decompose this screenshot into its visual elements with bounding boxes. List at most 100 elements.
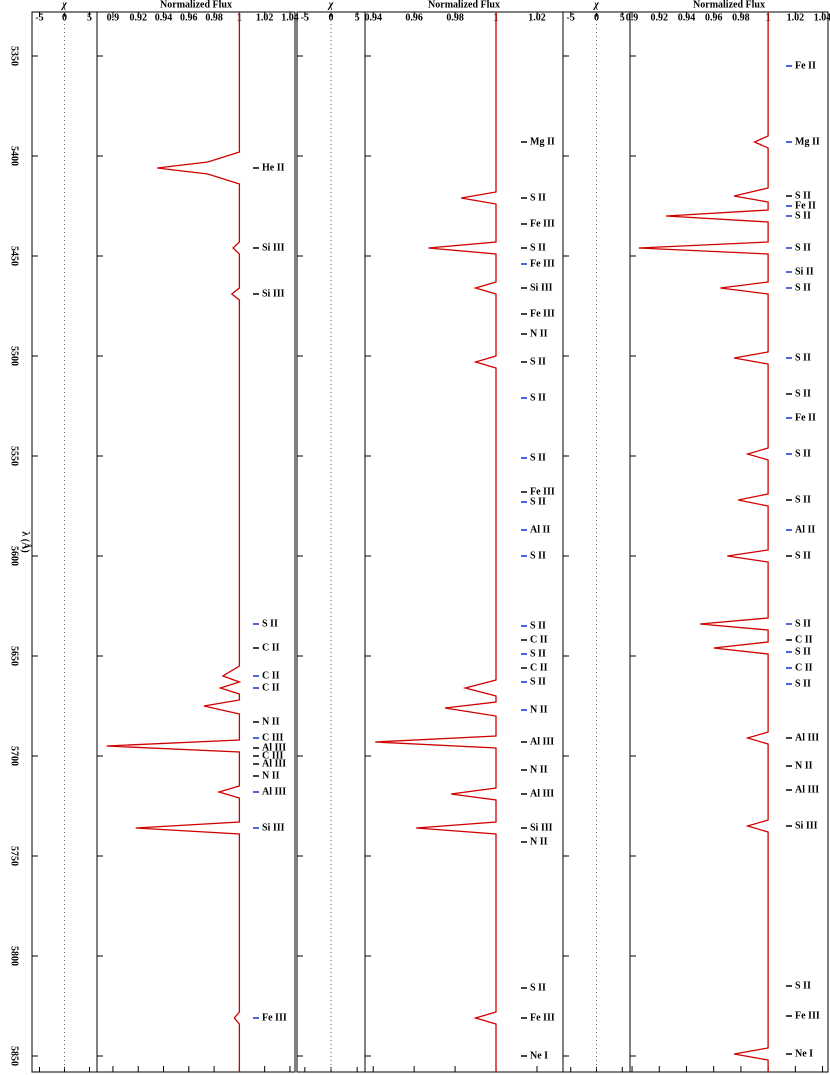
- line-label: C III: [262, 732, 284, 743]
- line-label: S II: [530, 620, 546, 631]
- line-label: Si II: [795, 266, 814, 277]
- chi-tick-label: -5: [35, 12, 43, 23]
- flux-axis-title: Normalized Flux: [160, 0, 232, 10]
- line-label: Fe III: [530, 258, 555, 269]
- line-label: N II: [530, 764, 548, 775]
- line-label: Fe III: [530, 308, 555, 319]
- line-label: C II: [795, 634, 813, 645]
- flux-axis-title: Normalized Flux: [428, 0, 500, 10]
- line-label: S II: [530, 192, 546, 203]
- line-label: N II: [530, 328, 548, 339]
- model-line: [638, 12, 769, 1072]
- chi-tick-label: 0: [329, 12, 334, 23]
- flux-panel: [629, 11, 829, 1073]
- line-label: S II: [795, 282, 811, 293]
- line-label: C II: [530, 662, 548, 673]
- chi-label: χ: [327, 0, 334, 10]
- wavelength-tick-label: 5600: [9, 546, 20, 566]
- line-label: Si III: [530, 822, 553, 833]
- line-label: S II: [530, 648, 546, 659]
- chi-tick-label: 0: [594, 12, 599, 23]
- line-label: S II: [795, 210, 811, 221]
- line-label: C II: [262, 682, 280, 693]
- model-line: [375, 12, 497, 1072]
- chi-tick-label: 0: [62, 12, 67, 23]
- line-label: S II: [795, 550, 811, 561]
- line-label: N II: [530, 836, 548, 847]
- line-label: Al III: [530, 788, 554, 799]
- line-label: S II: [795, 242, 811, 253]
- wavelength-tick-label: 5500: [9, 346, 20, 366]
- chi-tick-label: -5: [567, 12, 575, 23]
- line-label: S II: [530, 452, 546, 463]
- line-label: Al III: [262, 742, 286, 753]
- line-label: S II: [530, 392, 546, 403]
- line-label: Si III: [262, 822, 285, 833]
- wavelength-tick-label: 5650: [9, 646, 20, 666]
- wavelength-tick-label: 5350: [9, 46, 20, 66]
- line-label: Fe III: [530, 486, 555, 497]
- model-line: [106, 12, 242, 1072]
- line-label: S II: [795, 618, 811, 629]
- flux-axis-title: Normalized Flux: [693, 0, 765, 10]
- line-label: S II: [530, 982, 546, 993]
- line-label: C II: [795, 662, 813, 673]
- line-label: He II: [262, 162, 285, 173]
- chi-tick-label: 5: [355, 12, 360, 23]
- line-label: C III: [262, 750, 284, 761]
- line-label: Si III: [530, 282, 553, 293]
- line-label: S II: [795, 388, 811, 399]
- wavelength-tick-label: 5550: [9, 446, 20, 466]
- line-label: Fe II: [795, 60, 816, 71]
- line-label: Si III: [262, 242, 285, 253]
- flux-tick-label: 1.04: [814, 12, 830, 23]
- line-label: Al II: [795, 524, 815, 535]
- line-label: S II: [795, 646, 811, 657]
- line-label: Fe II: [795, 200, 816, 211]
- flux-panel: [96, 11, 296, 1073]
- line-label: S II: [530, 496, 546, 507]
- line-label: Al III: [795, 784, 819, 795]
- line-label: Al II: [530, 524, 550, 535]
- chi-tick-label: -5: [301, 12, 309, 23]
- chi-tick-label: 5: [87, 12, 92, 23]
- line-label: Fe III: [530, 218, 555, 229]
- chi-label: χ: [592, 0, 599, 10]
- wavelength-tick-label: 5450: [9, 246, 20, 266]
- line-label: Ne I: [530, 1050, 548, 1061]
- line-label: Al III: [262, 786, 286, 797]
- line-label: S II: [530, 242, 546, 253]
- wavelength-tick-label: 5850: [9, 1046, 20, 1066]
- line-label: Fe III: [262, 1012, 287, 1023]
- line-label: C II: [530, 634, 548, 645]
- line-label: N II: [262, 770, 280, 781]
- line-label: Al III: [795, 732, 819, 743]
- line-label: Fe III: [795, 1010, 820, 1021]
- line-label: C II: [262, 642, 280, 653]
- wavelength-tick-label: 5400: [9, 146, 20, 166]
- line-label: Fe II: [795, 412, 816, 423]
- line-label: N II: [530, 704, 548, 715]
- line-label: S II: [795, 494, 811, 505]
- line-label: N II: [262, 716, 280, 727]
- wavelength-tick-label: 5700: [9, 746, 20, 766]
- chi-label: χ: [60, 0, 67, 10]
- line-label: Si III: [262, 288, 285, 299]
- line-label: Fe III: [530, 1012, 555, 1023]
- line-label: S II: [262, 618, 278, 629]
- wavelength-tick-label: 5800: [9, 946, 20, 966]
- line-label: S II: [795, 678, 811, 689]
- line-label: Mg II: [795, 136, 820, 147]
- flux-panel: [364, 11, 564, 1073]
- line-label: Si III: [795, 820, 818, 831]
- line-label: S II: [795, 448, 811, 459]
- line-label: S II: [530, 550, 546, 561]
- line-label: Mg II: [530, 136, 555, 147]
- wavelength-axis-label: λ (Å): [20, 531, 32, 552]
- chi-tick-label: 5: [620, 12, 625, 23]
- line-label: Ne I: [795, 1048, 813, 1059]
- wavelength-tick-label: 5750: [9, 846, 20, 866]
- line-label: C II: [262, 670, 280, 681]
- line-label: S II: [795, 190, 811, 201]
